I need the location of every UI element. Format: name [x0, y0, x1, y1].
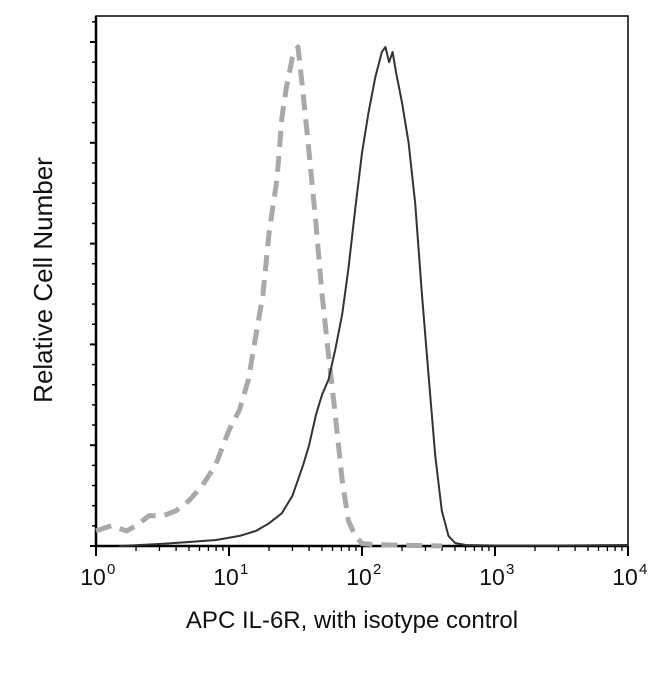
x-tick-labels: 10 0 10 1 10 2 10 3 10 4 — [80, 561, 647, 590]
plot-frame — [95, 15, 629, 547]
x-axis-title: APC IL-6R, with isotype control — [186, 607, 518, 634]
x-tick-label: 10 — [479, 564, 505, 590]
x-axis-ticks — [95, 546, 629, 556]
plot-area — [90, 15, 629, 556]
x-tick-label: 10 — [80, 564, 106, 590]
x-tick-label: 10 — [612, 564, 638, 590]
x-tick-exponent: 4 — [639, 561, 647, 578]
x-tick-exponent: 2 — [373, 561, 381, 578]
x-tick-exponent: 3 — [506, 561, 514, 578]
x-tick-label: 10 — [346, 564, 372, 590]
x-tick-label: 10 — [213, 564, 239, 590]
x-tick-exponent: 1 — [240, 561, 248, 578]
x-tick-exponent: 0 — [107, 561, 115, 578]
isotype-control-line — [95, 44, 443, 549]
il6r-stained-line — [119, 46, 629, 547]
series-layer — [95, 44, 629, 549]
y-axis-title: Relative Cell Number — [28, 157, 58, 403]
y-axis-ticks — [90, 21, 96, 547]
